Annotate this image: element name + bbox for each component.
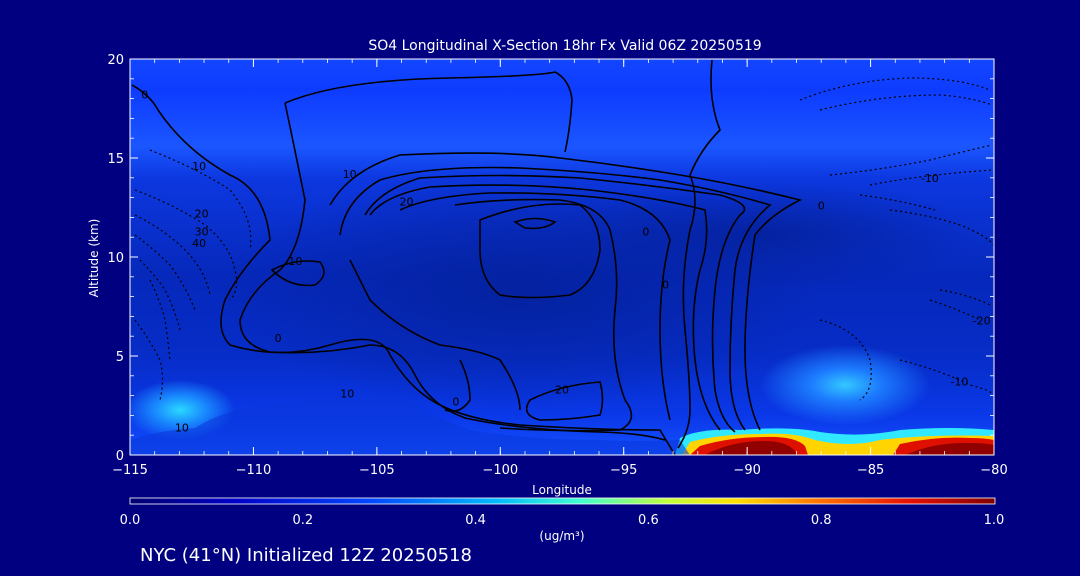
- colorbar-label: (ug/m³): [539, 529, 584, 543]
- colorbar-tick-label: 1.0: [984, 513, 1005, 528]
- contour-label: -20: [973, 314, 991, 327]
- contour-label: 40: [192, 237, 206, 250]
- x-tick-label: −95: [610, 463, 637, 478]
- contour-label: -10: [950, 376, 968, 389]
- solid-contours: [131, 59, 803, 455]
- x-tick-label: −85: [857, 463, 884, 478]
- contour-label: 20: [399, 196, 413, 209]
- contour-label: 0: [275, 332, 282, 345]
- y-tick-label: 10: [107, 251, 124, 266]
- contour-label: 0: [452, 396, 459, 409]
- y-tick-label: 5: [116, 350, 124, 365]
- contour-label: 10: [192, 160, 206, 173]
- terrain: [130, 397, 690, 455]
- mid-level-maximum: [760, 345, 930, 425]
- x-tick-label: −80: [980, 463, 1007, 478]
- colorbar-tick-label: 0.0: [120, 513, 141, 528]
- contour-label: 30: [195, 225, 209, 238]
- x-axis-label: Longitude: [532, 483, 592, 497]
- y-axis-label: Altitude (km): [87, 219, 101, 298]
- contour-label: 10: [343, 168, 357, 181]
- contour-label: 10: [175, 421, 189, 434]
- y-axis-ticks: 0 5 10 15 20: [107, 53, 994, 464]
- y-tick-label: 0: [116, 449, 124, 464]
- x-tick-label: −90: [733, 463, 760, 478]
- contour-label: 20: [555, 384, 569, 397]
- contour-label: 0: [818, 200, 825, 213]
- footer-caption: NYC (41°N) Initialized 12Z 20250518: [140, 545, 472, 566]
- colorbar-tick-label: 0.6: [638, 513, 659, 528]
- x-tick-label: −100: [482, 463, 518, 478]
- colorbar: [129, 497, 996, 505]
- contour-label: 0: [642, 225, 649, 238]
- contour-label: 10: [288, 255, 302, 268]
- contour-label: -10: [921, 172, 939, 185]
- contour-label: 10: [340, 388, 354, 401]
- y-tick-label: 20: [107, 53, 124, 68]
- colorbar-ticks: 0.0 0.2 0.4 0.6 0.8 1.0: [120, 513, 1005, 528]
- y-tick-label: 15: [107, 152, 124, 167]
- x-axis-ticks: −115 −110 −105 −100 −95 −90 −85 −80: [112, 59, 1008, 478]
- contour-label: 0: [141, 89, 148, 102]
- chart-title: SO4 Longitudinal X-Section 18hr Fx Valid…: [368, 38, 761, 54]
- colorbar-tick-label: 0.8: [811, 513, 832, 528]
- x-tick-label: −105: [359, 463, 395, 478]
- colorbar-tick-label: 0.2: [292, 513, 313, 528]
- dotted-contours: [134, 77, 994, 401]
- contour-label: 0: [662, 279, 669, 292]
- contour-label: 20: [195, 207, 209, 220]
- x-tick-label: −115: [112, 463, 148, 478]
- colorbar-tick-label: 0.4: [465, 513, 486, 528]
- x-tick-label: −110: [236, 463, 272, 478]
